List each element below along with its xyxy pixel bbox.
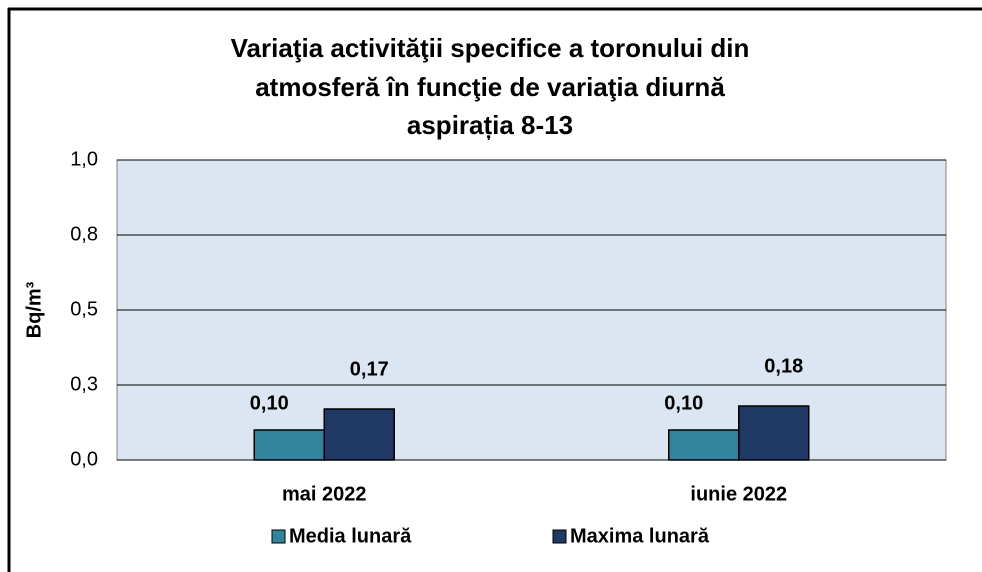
y-tick-label: 1,0 xyxy=(70,148,98,170)
legend-swatch xyxy=(271,529,286,544)
x-tick-label: iunie 2022 xyxy=(690,483,787,505)
data-label: 0,10 xyxy=(664,392,703,414)
bar xyxy=(323,408,395,461)
chart-title: atmosferă în funcţie de variaţia diurnă xyxy=(255,72,725,102)
legend-label: Media lunară xyxy=(289,525,412,547)
x-tick-label: mai 2022 xyxy=(282,483,367,505)
y-tick-label: 0,8 xyxy=(70,223,98,245)
y-tick-label: 0,0 xyxy=(70,448,98,470)
bar xyxy=(738,405,810,461)
bar xyxy=(668,429,740,461)
y-tick-label: 0,5 xyxy=(70,298,98,320)
legend-label: Maxima lunară xyxy=(570,525,710,547)
data-label: 0,18 xyxy=(764,355,803,377)
bar xyxy=(253,429,325,461)
chart-title: Variaţia activităţii specifice a toronul… xyxy=(231,33,750,63)
data-label: 0,10 xyxy=(250,392,289,414)
y-tick-label: 0,3 xyxy=(70,373,98,395)
y-axis-label: Bq/m³ xyxy=(23,281,45,338)
chart-title: aspirația 8-13 xyxy=(407,110,573,140)
legend-swatch xyxy=(552,529,567,544)
data-label: 0,17 xyxy=(350,358,389,380)
